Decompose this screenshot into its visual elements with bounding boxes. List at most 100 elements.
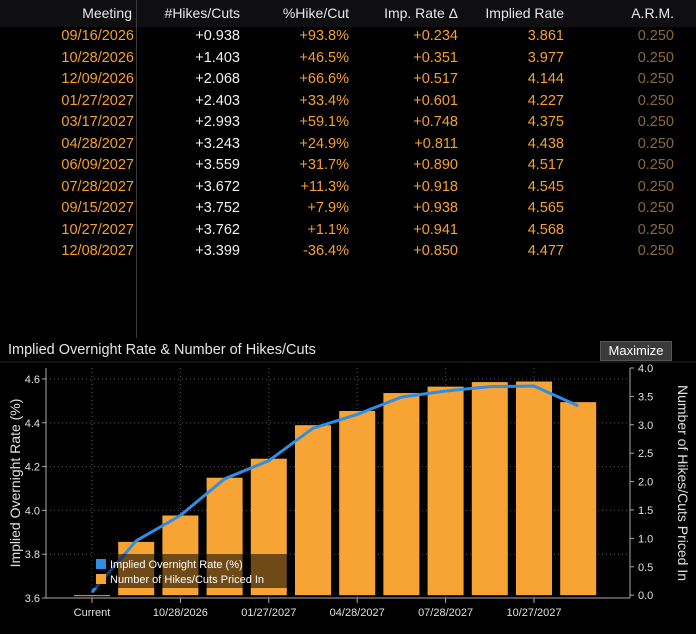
imp-rate-delta-value: +0.601 [413, 92, 458, 109]
meeting-date: 07/28/2027 [61, 178, 134, 195]
table-row[interactable]: 01/27/2027 +2.403 +33.4% +0.601 4.227 0.250 [0, 91, 696, 112]
col-header-arm[interactable]: A.R.M. [631, 5, 674, 21]
meeting-date: 03/17/2027 [61, 114, 134, 130]
table-row[interactable]: 03/17/2027 +2.993 +59.1% +0.748 4.375 0.250 [0, 112, 696, 133]
table-row[interactable]: 04/28/2027 +3.243 +24.9% +0.811 4.438 0.250 [0, 134, 696, 155]
arm-value: 0.250 [637, 71, 674, 87]
implied-rate-value: 4.517 [527, 157, 564, 173]
chart-canvas: 3.6 3.8 4.0 4.2 4.4 4.6 Current 10/28/2026 01/27… [0, 361, 696, 619]
pct-hike-cut-value: +24.9% [299, 135, 349, 152]
legend-swatch-hikes [96, 574, 106, 584]
y2-tick-label: 0.0 [638, 590, 653, 602]
implied-rate-value: 4.227 [527, 92, 564, 109]
y2-tick-label: 4.0 [638, 363, 653, 375]
table-header [0, 0, 696, 27]
imp-rate-delta-value: +0.234 [413, 28, 458, 44]
hikes-cuts-value: +3.762 [195, 221, 240, 238]
table-row[interactable]: 12/09/2026 +2.068 +66.6% +0.517 4.144 0.250 [0, 69, 696, 90]
table-row[interactable]: 09/15/2027 +3.752 +7.9% +0.938 4.565 0.250 [0, 198, 696, 219]
y-tick-label: 4.6 [25, 374, 40, 386]
hikes-cuts-value: +3.672 [195, 178, 240, 195]
x-tick-label: Current [74, 607, 111, 619]
hikes-cuts-value: +3.559 [195, 157, 240, 173]
pct-hike-cut-value: +93.8% [299, 28, 349, 44]
y2-axis-label: Number of Hikes/Cuts Priced In [675, 385, 691, 581]
table-row[interactable]: 12/08/2027 +3.399 -36.4% +0.850 4.477 0.250 [0, 241, 696, 262]
col-header-meeting[interactable]: Meeting [82, 5, 132, 21]
pct-hike-cut-value: +66.6% [299, 71, 349, 87]
imp-rate-delta-value: +0.938 [413, 200, 458, 216]
meeting-date: 10/28/2026 [61, 49, 134, 66]
bar-hikes-cuts [516, 381, 552, 596]
imp-rate-delta-value: +0.748 [413, 114, 458, 130]
implied-rate-value: 4.568 [527, 221, 564, 238]
table-row[interactable]: 07/28/2027 +3.672 +11.3% +0.918 4.545 0.250 [0, 177, 696, 198]
col-header-delta[interactable]: Imp. Rate Δ [384, 5, 458, 21]
meeting-table: Meeting #Hikes/Cuts %Hike/Cut Imp. Rate … [0, 0, 696, 338]
x-tick-label: 04/28/2027 [330, 607, 385, 619]
y-tick-label: 3.8 [25, 549, 40, 561]
meeting-date: 10/27/2027 [61, 221, 134, 238]
legend-label-hikes: Number of Hikes/Cuts Priced In [110, 574, 264, 586]
arm-value: 0.250 [637, 200, 674, 216]
y-tick-label: 4.0 [25, 505, 40, 517]
y2-tick-label: 2.0 [638, 477, 653, 489]
table-row[interactable]: 10/28/2026 +1.403 +46.5% +0.351 3.977 0.250 [0, 48, 696, 69]
legend-label-rate: Implied Overnight Rate (%) [110, 559, 243, 571]
arm-value: 0.250 [637, 135, 674, 152]
bar-hikes-cuts [295, 425, 331, 596]
maximize-button[interactable]: Maximize [600, 341, 672, 361]
bar-hikes-cuts [560, 402, 597, 596]
y2-tick-label: 1.0 [638, 533, 653, 545]
hikes-cuts-value: +3.243 [195, 135, 240, 152]
arm-value: 0.250 [637, 114, 674, 130]
imp-rate-delta-value: +0.918 [413, 178, 458, 195]
implied-rate-value: 3.861 [527, 28, 564, 44]
meeting-date: 12/08/2027 [61, 243, 134, 259]
pct-hike-cut-value: -36.4% [303, 243, 349, 259]
pct-hike-cut-value: +31.7% [299, 157, 349, 173]
pct-hike-cut-value: +7.9% [307, 200, 349, 216]
arm-value: 0.250 [637, 49, 674, 66]
y2-tick-label: 3.0 [638, 420, 653, 432]
bar-hikes-cuts [339, 410, 376, 596]
legend-swatch-rate [96, 559, 106, 569]
bar-hikes-cuts [471, 382, 508, 596]
x-tick-label: 10/27/2027 [506, 607, 561, 619]
col-header-rate[interactable]: Implied Rate [485, 5, 564, 21]
implied-rate-value: 3.977 [527, 49, 564, 66]
legend-box [92, 554, 288, 588]
implied-rate-value: 4.477 [527, 243, 564, 259]
col-header-hikes[interactable]: #Hikes/Cuts [164, 5, 240, 21]
hikes-cuts-value: +2.068 [195, 71, 240, 87]
hikes-cuts-value: +2.403 [195, 92, 240, 109]
imp-rate-delta-value: +0.351 [413, 49, 458, 66]
column-divider [136, 0, 137, 338]
arm-value: 0.250 [637, 157, 674, 173]
implied-rate-value: 4.565 [527, 200, 564, 216]
imp-rate-delta-value: +0.941 [413, 221, 458, 238]
pct-hike-cut-value: +1.1% [307, 221, 349, 238]
hikes-cuts-value: +3.752 [195, 200, 240, 216]
y-axis-label: Implied Overnight Rate (%) [7, 399, 23, 568]
col-header-pct[interactable]: %Hike/Cut [282, 5, 349, 21]
meeting-date: 01/27/2027 [61, 92, 134, 109]
x-tick-label: 10/28/2026 [153, 607, 208, 619]
chart-panel: 3.6 3.8 4.0 4.2 4.4 4.6 Current 10/28/2026 01/27… [0, 338, 696, 634]
hikes-cuts-value: +1.403 [195, 49, 240, 66]
y-tick-label: 4.4 [25, 418, 40, 430]
y2-tick-label: 1.5 [638, 505, 653, 517]
y2-tick-label: 2.5 [638, 448, 653, 460]
table-row[interactable]: 06/09/2027 +3.559 +31.7% +0.890 4.517 0.250 [0, 155, 696, 176]
implied-rate-value: 4.545 [527, 178, 564, 195]
imp-rate-delta-value: +0.850 [413, 243, 458, 259]
table-row[interactable]: 10/27/2027 +3.762 +1.1% +0.941 4.568 0.250 [0, 220, 696, 241]
y2-tick-label: 0.5 [638, 562, 653, 574]
bar-hikes-cuts [427, 386, 464, 596]
pct-hike-cut-value: +46.5% [299, 49, 349, 66]
pct-hike-cut-value: +59.1% [299, 114, 349, 130]
hikes-cuts-value: +2.993 [195, 114, 240, 130]
table-row[interactable]: 09/16/2026 +0.938 +93.8% +0.234 3.861 0.250 [0, 26, 696, 47]
pct-hike-cut-value: +33.4% [299, 92, 349, 109]
implied-rate-value: 4.144 [527, 71, 564, 87]
